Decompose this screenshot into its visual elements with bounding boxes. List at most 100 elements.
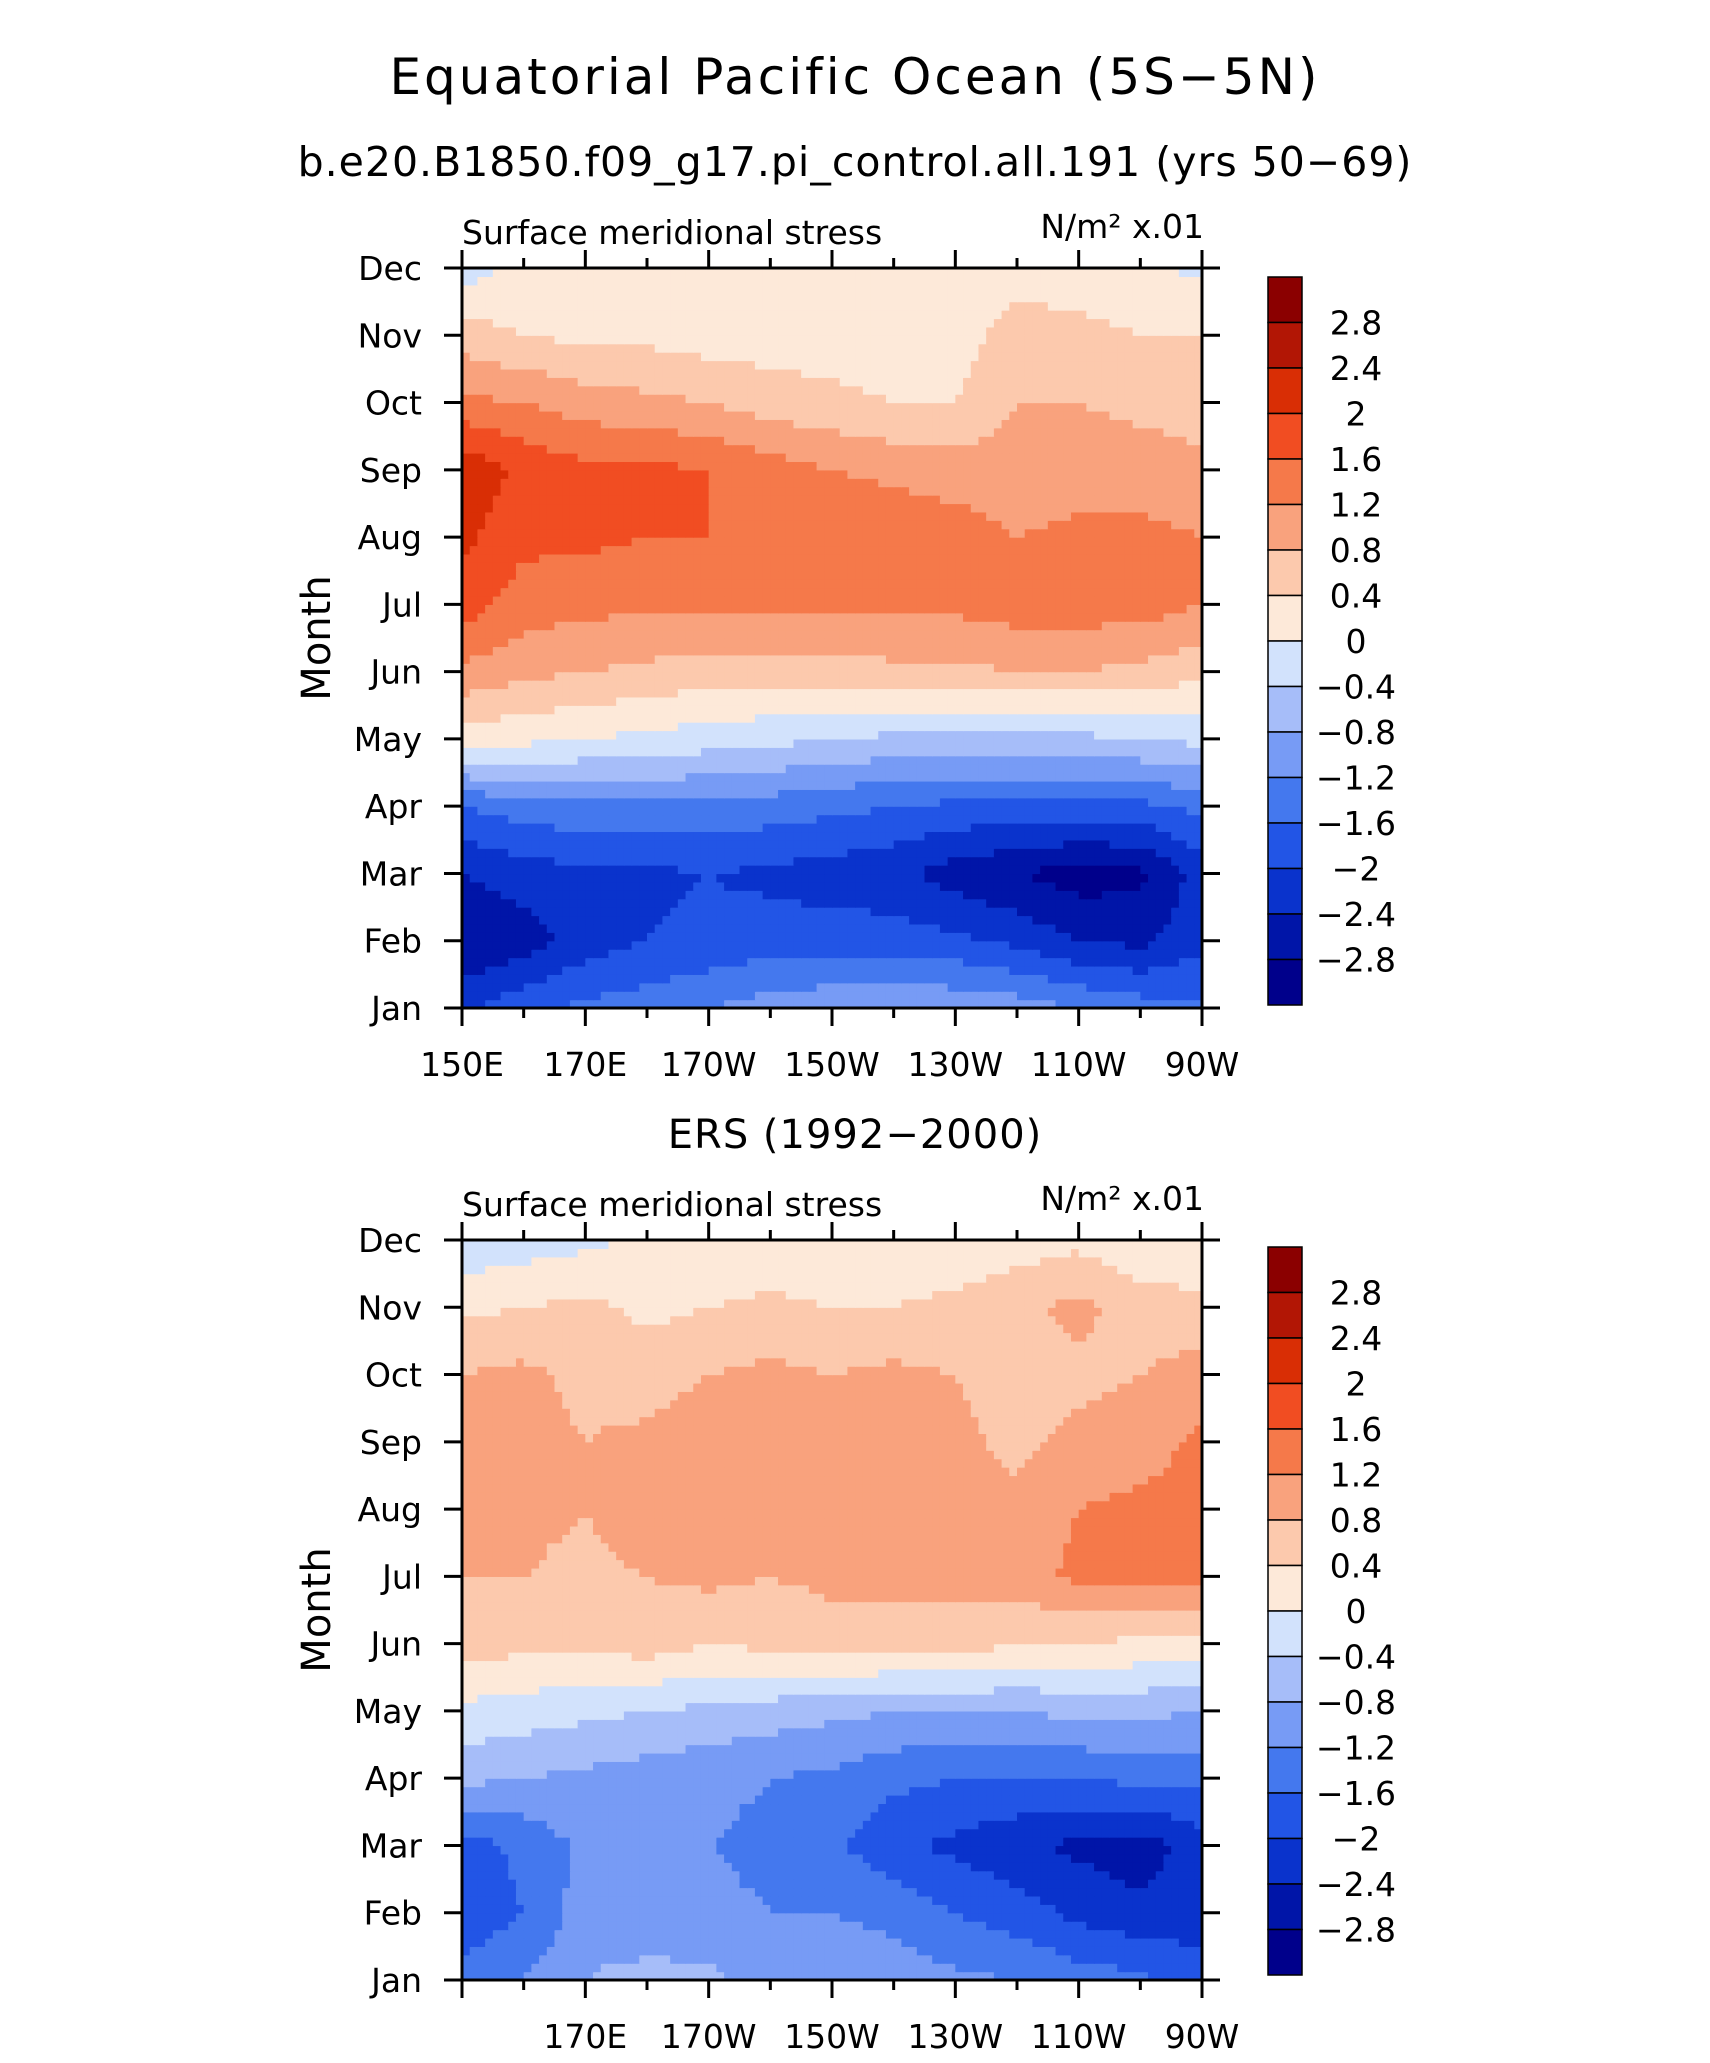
heatmap-cell xyxy=(1017,789,1026,799)
heatmap-cell xyxy=(1194,839,1203,849)
heatmap-cell xyxy=(662,999,671,1009)
heatmap-cell xyxy=(1132,881,1141,891)
heatmap-cell xyxy=(639,991,648,1001)
heatmap-cell xyxy=(1117,621,1126,631)
heatmap-cell xyxy=(754,680,764,690)
heatmap-cell xyxy=(1171,629,1180,639)
heatmap-cell xyxy=(554,949,563,959)
heatmap-cell xyxy=(562,738,571,748)
heatmap-cell xyxy=(762,688,771,698)
heatmap-cell xyxy=(1109,646,1118,656)
heatmap-cell xyxy=(916,705,926,715)
heatmap-cell xyxy=(662,848,671,858)
heatmap-cell xyxy=(623,932,633,942)
heatmap-cell xyxy=(824,654,833,664)
heatmap-cell xyxy=(608,797,617,807)
heatmap-cell xyxy=(816,755,825,765)
heatmap-cell xyxy=(847,730,856,740)
heatmap-cell xyxy=(1171,604,1180,614)
heatmap-cell xyxy=(1009,965,1018,975)
heatmap-cell xyxy=(963,612,972,622)
heatmap-cell xyxy=(808,932,818,942)
heatmap-cell xyxy=(1078,823,1087,833)
heatmap-cell xyxy=(932,856,941,866)
heatmap-cell xyxy=(955,823,964,833)
heatmap-cell xyxy=(477,738,486,748)
heatmap-cell xyxy=(685,856,694,866)
heatmap-cell xyxy=(885,764,895,774)
heatmap-cell xyxy=(1040,923,1049,933)
heatmap-cell xyxy=(508,915,517,925)
heatmap-cell xyxy=(793,646,802,656)
heatmap-cell xyxy=(1070,663,1080,673)
heatmap-cell xyxy=(716,974,725,984)
heatmap-cell xyxy=(515,974,525,984)
heatmap-cell xyxy=(847,881,856,891)
heatmap-cell xyxy=(1094,957,1103,967)
heatmap-cell xyxy=(716,923,725,933)
heatmap-cell xyxy=(515,579,525,589)
heatmap-cell xyxy=(1009,865,1018,875)
heatmap-cell xyxy=(508,730,517,740)
heatmap-cell xyxy=(485,797,494,807)
heatmap-cell xyxy=(816,907,825,917)
heatmap-cell xyxy=(647,890,656,900)
heatmap-cell xyxy=(1109,570,1118,580)
heatmap-cell xyxy=(793,713,802,723)
heatmap-cell xyxy=(1155,638,1165,648)
heatmap-cell xyxy=(515,570,525,580)
heatmap-cell xyxy=(739,722,748,732)
heatmap-cell xyxy=(939,780,949,790)
heatmap-cell xyxy=(569,982,579,992)
heatmap-cell xyxy=(909,865,918,875)
heatmap-cell xyxy=(569,579,579,589)
heatmap-cell xyxy=(1163,949,1172,959)
heatmap-cell xyxy=(847,772,856,782)
heatmap-cell xyxy=(939,755,949,765)
heatmap-cell xyxy=(955,965,964,975)
heatmap-cell xyxy=(1132,696,1141,706)
heatmap-cell xyxy=(654,646,664,656)
heatmap-cell xyxy=(515,949,525,959)
heatmap-cell xyxy=(677,865,687,875)
heatmap-cell xyxy=(963,663,972,673)
heatmap-cell xyxy=(716,856,725,866)
heatmap-cell xyxy=(901,654,910,664)
heatmap-cell xyxy=(1186,881,1195,891)
heatmap-cell xyxy=(623,587,633,597)
heatmap-cell xyxy=(1094,823,1103,833)
heatmap-cell xyxy=(685,957,694,967)
heatmap-cell xyxy=(793,923,802,933)
heatmap-cell xyxy=(1155,865,1165,875)
heatmap-cell xyxy=(616,991,625,1001)
heatmap-cell xyxy=(1024,579,1034,589)
heatmap-cell xyxy=(1078,806,1087,816)
heatmap-cell xyxy=(724,621,733,631)
heatmap-cell xyxy=(1070,612,1080,622)
heatmap-cell xyxy=(1109,705,1118,715)
heatmap-cell xyxy=(685,621,694,631)
heatmap-cell xyxy=(1047,907,1057,917)
heatmap-cell xyxy=(593,982,602,992)
heatmap-cell xyxy=(870,865,879,875)
heatmap-cell xyxy=(724,991,733,1001)
heatmap-cell xyxy=(523,957,532,967)
heatmap-cell xyxy=(1140,722,1149,732)
heatmap-cell xyxy=(1063,797,1072,807)
heatmap-cell xyxy=(662,612,671,622)
heatmap-cell xyxy=(600,696,610,706)
heatmap-cell xyxy=(731,595,741,605)
heatmap-cell xyxy=(724,932,733,942)
heatmap-cell xyxy=(932,764,941,774)
heatmap-cell xyxy=(562,713,571,723)
heatmap-cell xyxy=(724,713,733,723)
heatmap-cell xyxy=(1194,638,1203,648)
heatmap-cell xyxy=(546,965,556,975)
heatmap-cell xyxy=(1140,881,1149,891)
heatmap-cell xyxy=(515,932,525,942)
heatmap-cell xyxy=(832,991,841,1001)
heatmap-cell xyxy=(608,604,617,614)
heatmap-cell xyxy=(1148,764,1157,774)
heatmap-cell xyxy=(970,570,980,580)
heatmap-cell xyxy=(616,823,625,833)
